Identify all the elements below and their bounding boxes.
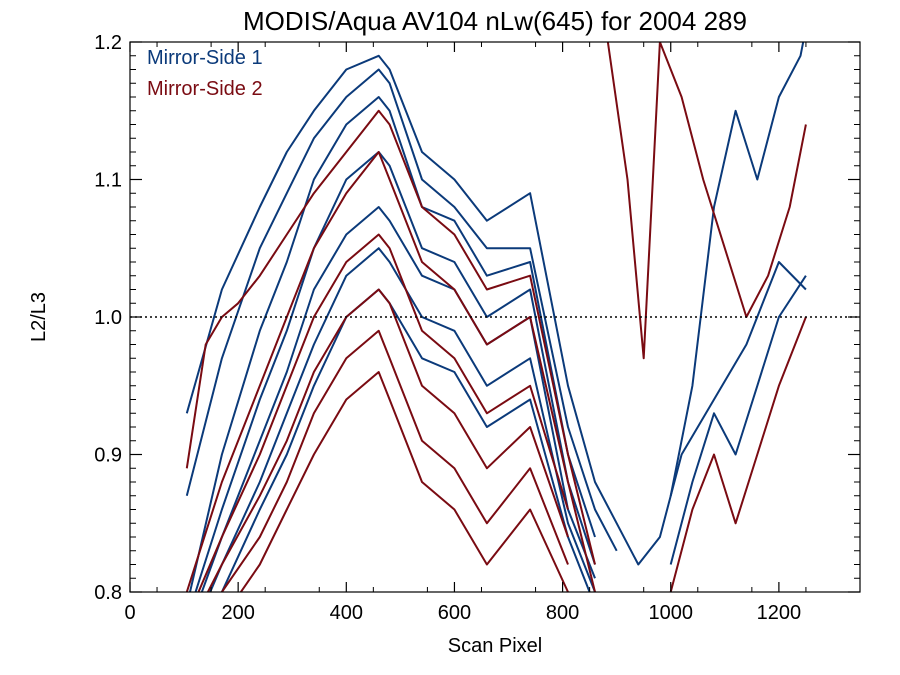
series-line-14: [220, 329, 569, 592]
series-line-3: [188, 96, 596, 592]
y-axis-title: L2/L3: [28, 292, 50, 342]
x-tick-label: 0: [124, 602, 135, 624]
series-line-11: [185, 151, 596, 592]
y-tick-label: 0.8: [94, 582, 122, 604]
series-line-8: [669, 42, 805, 496]
x-tick-label: 800: [546, 602, 579, 624]
series-line-1: [185, 54, 807, 566]
series-line-15: [239, 371, 569, 592]
series-line-2: [185, 68, 618, 552]
y-tick-label: 1.2: [94, 32, 122, 54]
series-line-10: [185, 109, 596, 565]
legend: Mirror-Side 1 Mirror-Side 2: [147, 47, 263, 100]
series-line-9: [669, 275, 807, 565]
chart-title: MODIS/Aqua AV104 nLw(645) for 2004 289: [243, 6, 747, 36]
x-tick-label: 1000: [648, 602, 693, 624]
legend-entry-mirror-side-2: Mirror-Side 2: [147, 78, 263, 100]
series-line-13: [206, 288, 569, 592]
legend-entry-mirror-side-1: Mirror-Side 1: [147, 47, 263, 69]
series-line-16: [606, 42, 807, 360]
series-line-6: [209, 247, 596, 592]
x-tick-label: 400: [330, 602, 363, 624]
x-axis-title: Scan Pixel: [448, 635, 543, 657]
x-tick-label: 1200: [757, 602, 802, 624]
series-line-5: [200, 206, 596, 592]
x-tick-label: 600: [438, 602, 471, 624]
tick-layer: 0 200 400 600 800 1000 1200 0.8 0.9 1.0 1.1 1.2: [94, 32, 860, 624]
series-layer: [185, 42, 807, 592]
y-tick-label: 1.0: [94, 307, 122, 329]
series-line-17: [669, 316, 807, 592]
series-line-4: [194, 151, 596, 592]
x-tick-label: 200: [221, 602, 254, 624]
y-tick-label: 1.1: [94, 170, 122, 192]
y-tick-label: 0.9: [94, 445, 122, 467]
series-line-12: [197, 233, 569, 592]
